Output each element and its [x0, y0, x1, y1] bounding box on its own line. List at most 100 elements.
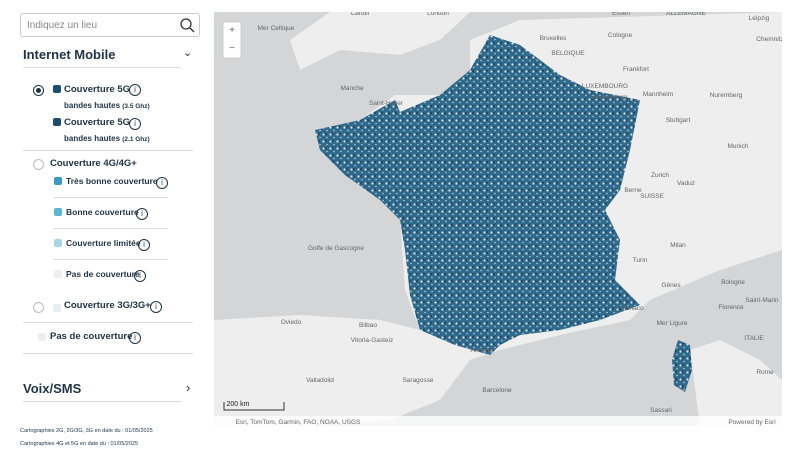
place-label: Valladolid [306, 377, 334, 384]
section-title[interactable]: Internet Mobile [23, 47, 116, 62]
place-label: Zurich [651, 172, 669, 179]
radio[interactable] [33, 302, 44, 313]
search-icon[interactable] [179, 17, 195, 33]
legend-swatch [53, 118, 61, 126]
legend-label: Couverture 5G [64, 84, 130, 95]
place-label: Nuremberg [710, 92, 743, 99]
place-label: Milan [670, 242, 686, 249]
place-label: Saint-Marin [745, 297, 779, 304]
place-label: Manche [340, 85, 364, 92]
place-label: Bruxelles [540, 35, 567, 42]
legend-label: Bonne couverture [66, 207, 139, 217]
legend-swatch [54, 208, 62, 216]
sub-text: bandes hautes [64, 101, 121, 110]
place-label: Munich [728, 143, 749, 150]
place-label: Luxembourg [591, 94, 628, 101]
place-label: Rome [756, 369, 774, 376]
info-icon[interactable]: i [134, 270, 146, 282]
legend-swatch [53, 304, 61, 312]
place-label: Andorre [470, 347, 494, 354]
zoom-in[interactable]: + [229, 25, 235, 36]
note: Cartographies 2G, 2G/3G, 3G en date du :… [20, 428, 153, 434]
place-label: Saragosse [402, 377, 433, 384]
scale-label: 200 km [227, 401, 250, 408]
place-label: Saint-Helier [369, 100, 404, 107]
place-label: Chemnitz [756, 36, 782, 43]
legend-label: Couverture 5G [64, 117, 130, 128]
legend-label: Couverture 3G/3G+ [64, 300, 151, 311]
place-label: Cardiff [350, 12, 369, 17]
place-label: Oviedo [281, 319, 302, 326]
place-label: Berne [624, 187, 642, 194]
info-icon[interactable]: i [150, 301, 162, 313]
info-icon[interactable]: i [156, 177, 168, 189]
legend-label: Pas de couverture [66, 269, 140, 279]
place-label: Sassari [650, 407, 672, 414]
place-label: Bilbao [359, 322, 377, 329]
legend-sub: bandes hautes (2.1 Ghz) [64, 134, 150, 143]
place-label: Florence [718, 304, 744, 311]
place-label: Golfe de Gascogne [308, 245, 364, 252]
info-icon[interactable]: i [129, 118, 141, 130]
place-label: ALLEMAGNE [666, 12, 706, 17]
info-icon[interactable]: i [138, 239, 150, 251]
info-icon[interactable]: i [129, 84, 141, 96]
divider [23, 150, 193, 151]
place-label: LUXEMBOURG [582, 83, 628, 90]
legend-label: Très bonne couverture [66, 176, 158, 186]
place-label: Mannheim [643, 91, 673, 98]
place-label: Turin [633, 257, 648, 264]
legend-swatch [38, 333, 46, 341]
place-label: Stuttgart [666, 117, 691, 124]
coverage-corsica [672, 340, 692, 392]
legend-label: Couverture limitée [66, 238, 141, 248]
info-icon[interactable]: i [129, 332, 141, 344]
place-label: BELGIQUE [551, 50, 585, 57]
attribution: Esri, TomTom, Garmin, FAO, NOAA, USGS [236, 419, 362, 426]
sub-text: bandes hautes [64, 134, 121, 143]
place-label: Bologne [721, 279, 745, 286]
legend-swatch [54, 270, 62, 278]
search-box[interactable]: Indiquez un lieu [20, 13, 200, 37]
divider [54, 228, 168, 229]
legend-label: Pas de couverture [50, 331, 133, 342]
legend-swatch [54, 177, 62, 185]
place-label: Mer Celtique [258, 25, 295, 32]
zoom-out[interactable]: − [229, 43, 235, 54]
powered-by: Powered by Esri [728, 419, 775, 426]
legend-swatch [53, 85, 61, 93]
place-label: Monaco [620, 305, 644, 312]
radio[interactable] [33, 159, 44, 170]
place-label: Barcelone [482, 387, 512, 394]
info-icon[interactable]: i [136, 208, 148, 220]
place-label: Leipzig [749, 15, 770, 22]
place-label: Mer Ligure [656, 320, 687, 327]
place-label: Vitoria-Gasteiz [351, 337, 394, 344]
chevron[interactable]: › [186, 380, 191, 395]
legend-sub: bandes hautes (3.5 Ghz) [64, 101, 150, 110]
place-label: Essen [612, 12, 630, 17]
scale-bar [223, 402, 285, 411]
band-text: (2.1 Ghz) [122, 136, 150, 143]
radio-selected[interactable] [33, 85, 44, 96]
place-label: SUISSE [640, 193, 665, 200]
coverage-france [315, 35, 640, 355]
place-label: Vaduz [677, 180, 695, 187]
legend-label: Couverture 4G/4G+ [50, 158, 137, 169]
divider [23, 401, 181, 402]
chevron[interactable]: ⌄ [183, 47, 193, 59]
band-text: (3.5 Ghz) [122, 103, 150, 110]
divider [23, 67, 181, 68]
divider [23, 353, 193, 354]
place-label: Cologne [608, 32, 633, 39]
zoom-control[interactable] [222, 21, 242, 59]
map-labels: Cardiff London Essen ALLEMAGNE Leipzig Mer Ce… [258, 12, 782, 414]
divider [23, 322, 193, 323]
legend-swatch [54, 239, 62, 247]
place-label: Gênes [661, 282, 681, 289]
map[interactable]: Cardiff London Essen ALLEMAGNE Leipzig Mer Ce… [214, 12, 782, 426]
place-label: London [427, 12, 449, 17]
place-label: ITALIE [744, 335, 764, 342]
section-title[interactable]: Voix/SMS [23, 381, 82, 396]
